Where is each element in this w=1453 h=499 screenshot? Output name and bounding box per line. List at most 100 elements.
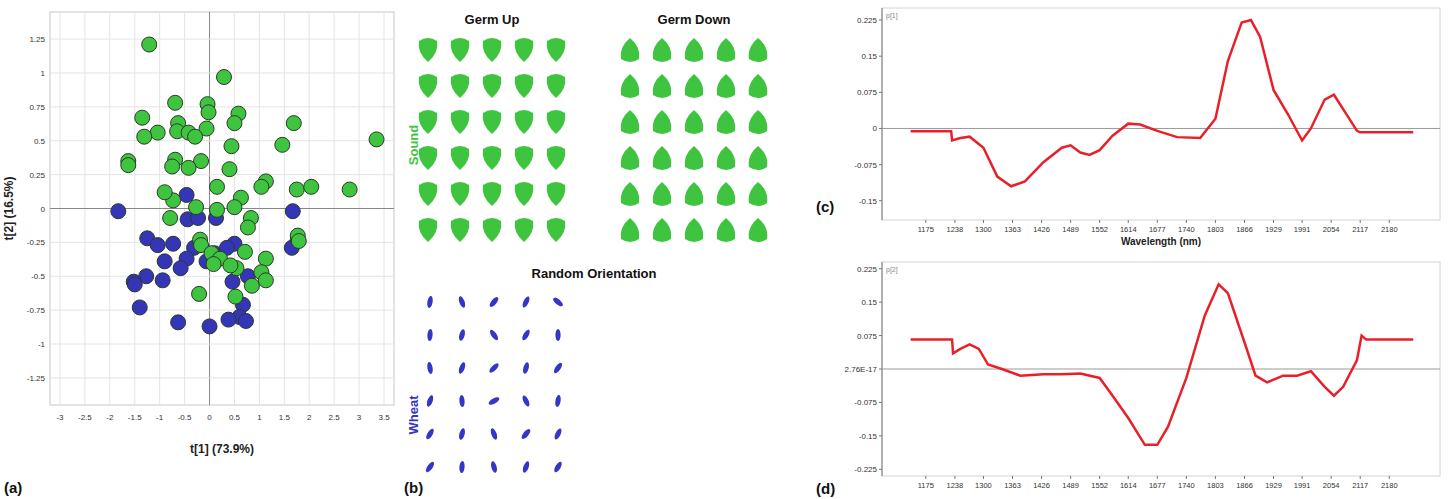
kernel — [427, 329, 433, 341]
x-axis-title: t[1] (73.9%) — [190, 442, 254, 456]
grid-line — [50, 377, 394, 378]
figure: -3-2.5-2-1.5-1-0.500.511.522.533.5-1.25-… — [0, 0, 1453, 499]
kernel — [621, 218, 640, 242]
kernel — [458, 361, 467, 374]
points — [111, 37, 384, 334]
point — [258, 273, 273, 288]
plot-frame — [882, 8, 1440, 220]
kernel — [547, 38, 566, 62]
x-tick-label: 3.5 — [378, 413, 390, 422]
kernel — [554, 395, 561, 408]
tick-mark — [879, 128, 882, 129]
kernel — [424, 461, 435, 474]
kernel — [547, 74, 566, 98]
x-tick-label: 1489 — [1062, 225, 1079, 234]
kernel — [459, 395, 465, 407]
grid-line — [50, 106, 394, 107]
kernel — [515, 38, 534, 62]
x-tick-label: 1489 — [1062, 481, 1079, 490]
point — [202, 319, 217, 334]
kernel — [419, 38, 438, 62]
x-tick-label: 2054 — [1323, 225, 1340, 234]
x-tick-label: 1803 — [1207, 225, 1224, 234]
point — [168, 95, 183, 110]
kernel — [522, 362, 530, 375]
tick-mark — [1128, 220, 1129, 223]
kernel — [685, 218, 704, 242]
kernel — [451, 146, 470, 170]
tick-mark — [1331, 220, 1332, 223]
kernel — [488, 396, 501, 407]
kernel — [717, 38, 736, 62]
kernel — [621, 38, 640, 62]
kernel — [515, 218, 534, 242]
x-axis-title: Wavelength (nm) — [1121, 236, 1201, 247]
x-tick-label: 1803 — [1207, 481, 1224, 490]
x-tick-label: 2117 — [1352, 481, 1368, 490]
point — [275, 137, 290, 152]
x-tick-label: -2.5 — [78, 413, 92, 422]
point — [254, 179, 269, 194]
x-tick-label: 2117 — [1352, 225, 1368, 234]
point — [111, 204, 126, 219]
point — [228, 289, 243, 304]
tick-mark — [1215, 220, 1216, 223]
tick-mark — [1012, 476, 1013, 479]
point — [222, 162, 237, 177]
kernel — [552, 362, 563, 375]
panel-label: (c) — [816, 198, 834, 215]
y-tick-label: -1.25 — [27, 374, 46, 383]
kernel — [653, 38, 672, 62]
point — [192, 286, 207, 301]
kernel — [749, 182, 768, 206]
point — [285, 204, 300, 219]
point — [224, 139, 239, 154]
tick-mark — [1273, 220, 1274, 223]
kernel — [515, 146, 534, 170]
kernel — [685, 74, 704, 98]
kernel — [483, 38, 502, 62]
x-tick-label: 1991 — [1294, 481, 1311, 490]
tick-mark — [1157, 476, 1158, 479]
x-tick-label: 1175 — [918, 225, 934, 234]
panel-label: (a) — [4, 479, 22, 496]
grid-line — [50, 344, 394, 345]
tick-mark — [1215, 476, 1216, 479]
kernel — [520, 428, 532, 441]
kernel — [717, 146, 736, 170]
kernel — [483, 74, 502, 98]
point — [137, 129, 152, 144]
tick-mark — [1012, 220, 1013, 223]
point — [221, 312, 236, 327]
x-tick-label: -1.5 — [128, 413, 142, 422]
x-tick-label: 1.5 — [279, 413, 291, 422]
tick-mark — [1099, 476, 1100, 479]
x-tick-label: 1300 — [975, 481, 992, 490]
kernel — [515, 74, 534, 98]
y-tick-label: 2.76E-17 — [845, 365, 878, 374]
point — [286, 116, 301, 131]
y-tick-label: -0.75 — [27, 306, 46, 315]
y-tick-label: -0.5 — [31, 272, 45, 281]
tick-mark — [954, 476, 955, 479]
kernel — [426, 362, 433, 375]
tick-mark — [879, 268, 882, 269]
y-tick-label: 0.15 — [861, 52, 877, 61]
y-axis-title: t[2] (16.5%) — [2, 176, 16, 240]
kernel — [555, 329, 560, 341]
tick-mark — [1099, 220, 1100, 223]
kernel — [685, 182, 704, 206]
x-tick-label: 1677 — [1149, 481, 1166, 490]
x-tick-label: 1866 — [1236, 481, 1253, 490]
kernel — [653, 218, 672, 242]
kernel — [553, 461, 564, 474]
loading-line — [911, 284, 1414, 445]
point — [227, 116, 242, 131]
tick-mark — [1244, 476, 1245, 479]
point — [223, 258, 238, 273]
kernel — [490, 427, 499, 440]
y-tick-label: -1 — [38, 340, 46, 349]
tick-mark — [925, 220, 926, 223]
point — [150, 238, 165, 253]
x-tick-label: 0.5 — [229, 413, 241, 422]
